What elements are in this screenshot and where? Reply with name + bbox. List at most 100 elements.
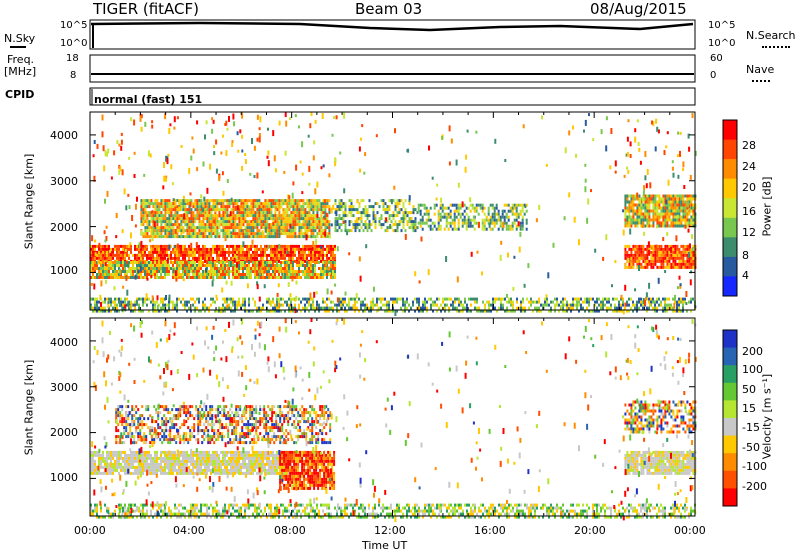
power-cell-5 [668,247,671,251]
power-cell-1 [188,273,190,276]
power-cell-3 [378,223,381,227]
power-cell-2 [328,205,331,209]
power-cell-5 [676,250,679,254]
power-cell-1 [114,276,116,279]
power-cell-5 [668,250,671,254]
power-cell-7 [652,297,654,301]
noise-panel [89,19,696,50]
power-cell-2 [292,214,295,218]
power-cell-7 [154,303,156,307]
power-scatter-cell [151,235,154,242]
power-cell-4 [425,206,428,210]
power-scatter-cell [623,174,626,178]
power-cell-0 [304,247,306,251]
power-cell-7 [534,306,536,310]
power-scatter-cell [214,208,217,213]
power-cell-2 [240,232,243,236]
power-cell-7 [442,297,444,301]
power-cell-1 [126,273,128,276]
power-cell-2 [262,205,265,209]
power-cell-5 [630,253,633,257]
power-cell-6 [624,212,627,216]
power-scatter-cell [622,309,625,315]
power-scatter-cell [90,305,93,311]
power-cell-5 [668,262,671,266]
power-cell-0 [250,256,252,260]
power-cell-2 [274,199,277,203]
power-cell-0 [238,250,240,254]
power-cell-2 [200,235,203,239]
power-scatter-cell [315,239,318,246]
power-cell-2 [288,220,291,224]
power-cell-7 [338,300,340,304]
power-cell-1 [314,270,316,273]
power-cell-1 [238,264,240,267]
power-cell-2 [210,205,213,209]
power-cell-3 [370,229,373,233]
power-cell-4 [507,227,510,231]
power-cell-0 [128,247,130,251]
power-cell-7 [624,306,626,310]
power-cell-2 [242,211,245,215]
power-cell-6 [634,194,637,198]
power-cell-2 [150,202,153,206]
power-scatter-cell [336,246,339,252]
power-cell-4 [427,215,430,219]
power-cell-7 [198,300,200,304]
power-cell-1 [330,267,332,270]
power-cell-3 [404,217,407,221]
power-cell-6 [626,206,629,210]
power-cell-1 [222,261,224,264]
power-cell-5 [638,247,641,251]
power-cell-2 [270,211,273,215]
power-cell-0 [200,256,202,260]
power-cell-1 [188,270,190,273]
power-cell-2 [228,220,231,224]
power-cell-0 [172,250,174,254]
power-cell-7 [166,303,168,307]
power-cell-1 [278,267,280,270]
power-cell-1 [164,267,166,270]
power-cell-3 [408,199,411,203]
power-cell-4 [497,212,500,216]
power-cell-2 [164,229,167,233]
power-cell-2 [306,214,309,218]
power-scatter-cell [518,246,521,253]
power-cell-5 [676,265,679,269]
power-cell-4 [499,218,502,222]
power-cell-2 [314,235,317,239]
power-cell-4 [465,227,468,231]
power-cell-2 [148,220,151,224]
power-cell-1 [124,261,126,264]
power-cell-7 [554,297,556,301]
power-cell-4 [467,221,470,225]
power-cell-4 [495,212,498,216]
power-scatter-cell [513,255,516,259]
power-cell-5 [652,262,655,266]
power-cell-7 [112,306,114,310]
power-cell-7 [598,297,600,301]
power-cell-6 [652,194,655,198]
power-cell-6 [644,203,647,207]
power-cell-0 [318,250,320,254]
power-scatter-cell [211,280,214,287]
power-cell-7 [102,300,104,304]
power-cell-0 [210,253,212,257]
power-cell-2 [286,217,289,221]
power-cell-3 [360,211,363,215]
power-scatter-cell [205,267,207,273]
power-cell-4 [471,218,474,222]
power-cell-6 [638,212,641,216]
power-cell-2 [256,223,259,227]
power-cell-2 [214,235,217,239]
power-cell-7 [544,303,546,307]
power-cell-7 [108,309,110,313]
power-cell-2 [190,199,193,203]
power-cell-7 [266,300,268,304]
power-cell-7 [600,306,602,310]
power-scatter-cell [584,178,587,183]
power-cell-0 [192,250,194,254]
power-cell-3 [368,223,371,227]
power-cell-4 [485,218,488,222]
power-cell-7 [186,300,188,304]
